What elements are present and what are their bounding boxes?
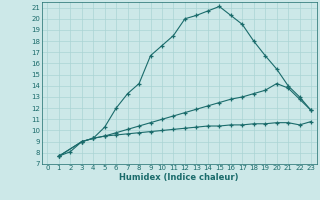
X-axis label: Humidex (Indice chaleur): Humidex (Indice chaleur) <box>119 173 239 182</box>
